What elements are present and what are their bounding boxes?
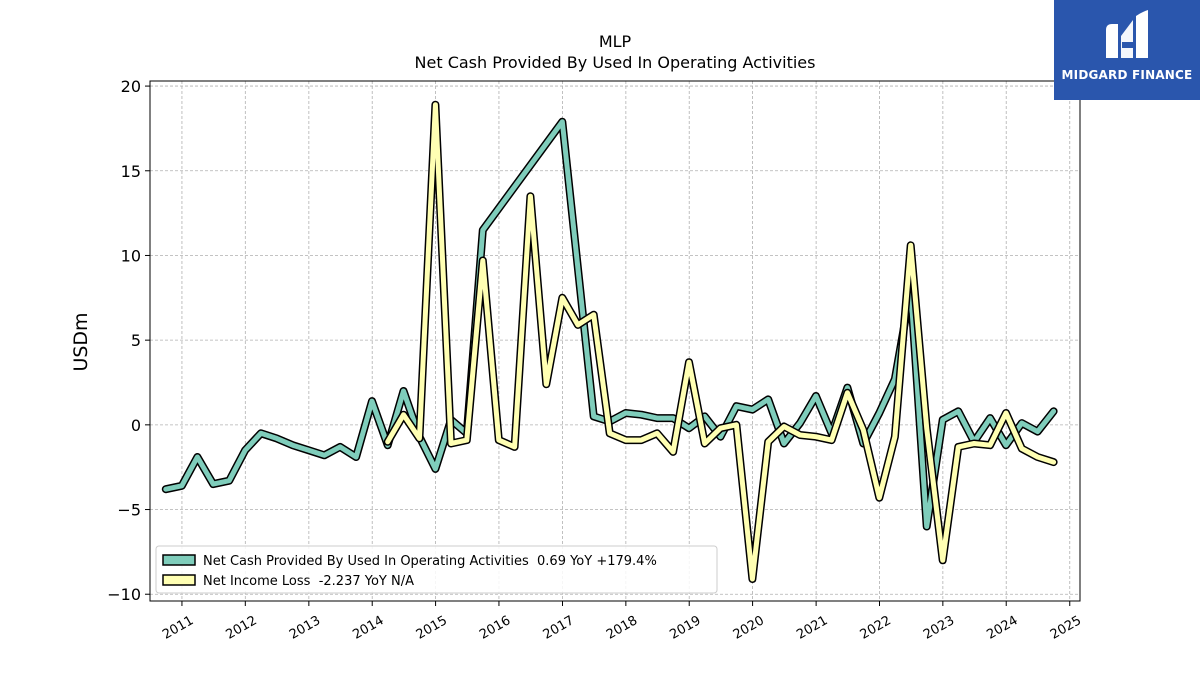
x-tick-label: 2025 [1048,613,1084,643]
legend-label: Net Income Loss -2.237 YoY N/A [203,574,414,589]
y-tick-label: 0 [131,416,141,435]
plot-frame [149,80,1081,602]
y-tick-label: 15 [121,162,141,181]
legend-swatch [162,574,196,586]
brand-logo: MIDGARD FINANCE [1054,0,1200,100]
x-tick-label: 2017 [541,613,577,643]
grid [150,81,1080,601]
series-2 [383,100,1058,583]
series-layer [161,100,1058,583]
midgard-logo-icon [1106,10,1148,58]
x-tick-label: 2024 [984,613,1020,643]
legend-label: Net Cash Provided By Used In Operating A… [203,554,657,569]
x-tick-label: 2022 [858,613,894,643]
x-tick-label: 2011 [160,613,196,643]
x-tick-label: 2020 [731,613,767,643]
x-tick-label: 2012 [223,613,259,643]
x-tick-label: 2014 [350,613,386,643]
x-tick-label: 2018 [604,613,640,643]
x-tick-label: 2015 [414,613,450,643]
y-tick-label: 10 [121,246,141,265]
series-1-line [163,119,1057,529]
y-tick-label: −10 [107,585,141,604]
x-tick-label: 2013 [287,613,323,643]
series-2-line [385,102,1057,582]
x-tick-label: 2016 [477,613,513,643]
y-tick-label: 5 [131,331,141,350]
chart-title: MLP [599,32,632,51]
series-1 [161,117,1058,531]
legend-swatch [162,554,196,566]
y-tick-label: −5 [117,501,141,520]
legend: Net Cash Provided By Used In Operating A… [155,545,718,594]
chart-subtitle: Net Cash Provided By Used In Operating A… [415,53,816,72]
brand-name: MIDGARD FINANCE [1061,68,1193,82]
x-tick-label: 2023 [921,613,957,643]
y-axis-label: USDm [70,312,92,371]
legend-box [155,545,718,594]
x-tick-label: 2019 [667,613,703,643]
y-tick-label: 20 [121,77,141,96]
x-tick-label: 2021 [794,613,830,643]
